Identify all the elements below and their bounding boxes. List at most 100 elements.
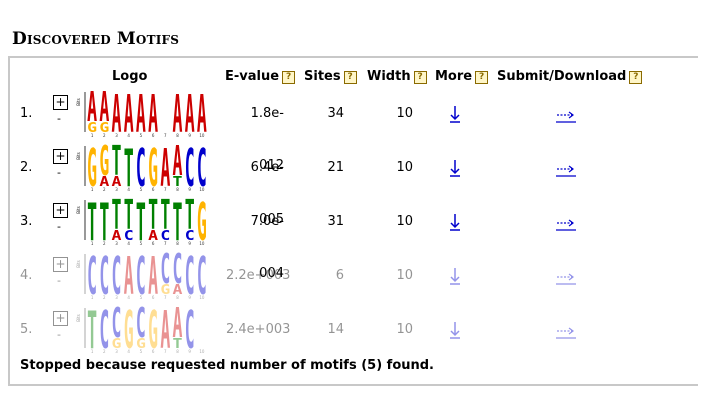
logo-letter-A: A — [112, 173, 122, 189]
logo-position-tick: 4 — [127, 241, 130, 246]
more-down-arrow-icon[interactable] — [449, 267, 461, 285]
sites-cell: 14 — [327, 322, 344, 337]
logo-axis-label: Bits — [76, 314, 81, 322]
logo-letter-T: T — [148, 198, 158, 239]
logo-letter-C: C — [136, 306, 146, 347]
logo-axis-label: Bits — [76, 152, 81, 160]
width-cell: 10 — [396, 322, 413, 337]
logo-position-tick: 1 — [91, 241, 94, 246]
logo-letter-A: A — [160, 306, 170, 354]
logo-position-tick: 9 — [188, 187, 191, 192]
expand-button[interactable]: + — [53, 95, 68, 110]
motif-row: 4. + - Bits 1 C 2 C 3 C 4 A 5 C 6 A 7 G C 8 A C 9 C 10 C 2.2e+003 6… — [0, 250, 702, 302]
width-cell: 10 — [396, 106, 413, 121]
logo-letter-T: T — [124, 144, 134, 192]
more-down-arrow-icon[interactable] — [449, 321, 461, 339]
logo-letter-A: A — [124, 252, 134, 300]
motif-number: 4. — [20, 268, 33, 283]
collapse-indicator: - — [57, 220, 61, 233]
header-more: More? — [435, 69, 489, 84]
logo-position-tick: 6 — [152, 133, 155, 138]
logo-letter-C: C — [136, 144, 146, 192]
logo-position-tick: 7 — [164, 295, 167, 300]
header-evalue: E-value? — [225, 69, 296, 84]
logo-position-tick: 2 — [103, 349, 106, 354]
logo-letter-A: A — [160, 144, 170, 192]
logo-position-tick: 8 — [176, 349, 179, 354]
expand-button[interactable]: + — [53, 311, 68, 326]
motif-row: 3. + - Bits 1 T 2 T 3 A T 4 C T 5 T 6 A T 7 C T 8 T 9 C T 10 G 7.0e-0… — [0, 196, 702, 281]
logo-position-tick: 8 — [176, 241, 179, 246]
collapse-indicator: - — [57, 328, 61, 341]
expand-button[interactable]: + — [53, 257, 68, 272]
submit-download-arrow-icon[interactable] — [555, 325, 577, 339]
evalue-cell: 6.4e-005 — [250, 160, 284, 227]
logo-position-tick: 3 — [115, 133, 118, 138]
submit-download-help-icon[interactable]: ? — [629, 71, 643, 84]
logo-letter-C: C — [160, 227, 170, 243]
motifs-panel — [8, 56, 698, 386]
section-title: Discovered Motifs — [12, 29, 180, 49]
logo-position-tick: 6 — [152, 187, 155, 192]
logo-letter-A: A — [148, 227, 158, 243]
logo-letter-G: G — [148, 144, 158, 192]
more-down-arrow-icon[interactable] — [449, 159, 461, 177]
evalue-help-icon[interactable]: ? — [282, 71, 296, 84]
logo-letter-T: T — [87, 306, 97, 354]
logo-letter-A: A — [136, 90, 146, 138]
more-help-icon[interactable]: ? — [475, 71, 489, 84]
logo-position-tick: 9 — [188, 295, 191, 300]
submit-download-arrow-icon[interactable] — [555, 109, 577, 123]
header-sites: Sites? — [304, 69, 357, 84]
more-down-arrow-icon[interactable] — [449, 105, 461, 123]
logo-position-tick: 4 — [127, 349, 130, 354]
width-help-icon[interactable]: ? — [413, 71, 427, 84]
logo-letter-T: T — [112, 198, 122, 239]
logo-letter-A: A — [197, 90, 207, 138]
submit-download-arrow-icon[interactable] — [555, 217, 577, 231]
motif-number: 1. — [20, 106, 33, 121]
logo-letter-C: C — [185, 144, 195, 192]
logo-position-tick: 7 — [164, 349, 167, 354]
logo-letter-C: C — [160, 252, 170, 293]
logo-letter-A: A — [185, 90, 195, 138]
logo-letter-G: G — [87, 119, 97, 135]
logo-position-tick: 10 — [199, 133, 205, 138]
evalue-cell: 1.8e-012 — [250, 106, 284, 173]
motif-number: 5. — [20, 322, 33, 337]
status-message: Stopped because requested number of moti… — [20, 358, 435, 373]
logo-letter-C: C — [197, 252, 207, 300]
logo-position-tick: 5 — [140, 187, 143, 192]
logo-letter-T: T — [99, 198, 109, 246]
submit-download-arrow-icon[interactable] — [555, 163, 577, 177]
sites-cell: 6 — [335, 268, 344, 283]
logo-position-tick: 1 — [91, 295, 94, 300]
evalue-cell: 2.4e+003 — [226, 322, 291, 337]
logo-position-tick: 1 — [91, 133, 94, 138]
logo-position-tick: 2 — [103, 187, 106, 192]
logo-letter-A: A — [112, 90, 122, 138]
submit-download-arrow-icon[interactable] — [555, 271, 577, 285]
logo-letter-A: A — [148, 252, 158, 300]
logo-position-tick: 5 — [140, 133, 143, 138]
expand-button[interactable]: + — [53, 203, 68, 218]
motif-number: 3. — [20, 214, 33, 229]
logo-position-tick: 10 — [199, 187, 205, 192]
logo-position-tick: 2 — [103, 133, 106, 138]
logo-position-tick: 7 — [164, 241, 167, 246]
logo-position-tick: 2 — [103, 241, 106, 246]
sites-help-icon[interactable]: ? — [343, 71, 357, 84]
motif-number: 2. — [20, 160, 33, 175]
logo-letter-A: A — [87, 90, 97, 131]
logo-letter-A: A — [99, 173, 109, 189]
expand-button[interactable]: + — [53, 149, 68, 164]
logo-letter-C: C — [136, 252, 146, 300]
logo-position-tick: 4 — [127, 133, 130, 138]
logo-axis-label: Bits — [76, 98, 81, 106]
more-down-arrow-icon[interactable] — [449, 213, 461, 231]
header-submit-download: Submit/Download? — [497, 69, 643, 84]
evalue-cell: 7.0e-004 — [250, 214, 284, 281]
logo-position-tick: 8 — [176, 295, 179, 300]
